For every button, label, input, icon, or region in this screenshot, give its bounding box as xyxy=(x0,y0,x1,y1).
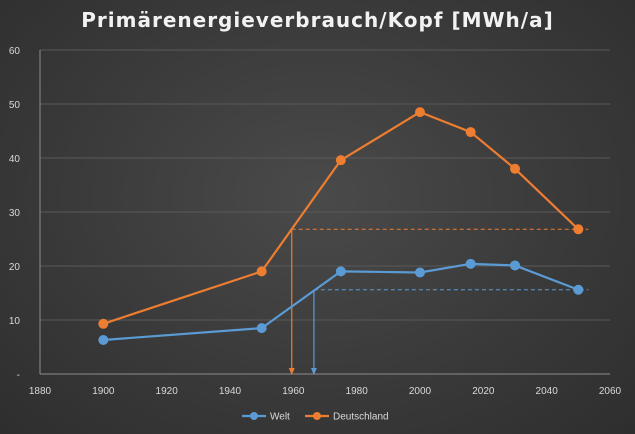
x-tick-label: 1920 xyxy=(156,386,179,397)
data-point-welt xyxy=(415,267,425,278)
x-tick-label: 2060 xyxy=(599,386,622,397)
y-tick-label: 60 xyxy=(9,46,21,57)
x-tick-label: 2020 xyxy=(472,386,495,397)
data-point-welt xyxy=(573,284,584,295)
y-tick-label: 10 xyxy=(9,316,21,327)
x-tick-label: 1940 xyxy=(219,386,242,397)
data-point-deutschland xyxy=(256,266,267,277)
data-point-deutschland xyxy=(335,155,346,166)
y-tick-label: 40 xyxy=(9,154,21,165)
y-tick-label: - xyxy=(17,370,20,381)
x-tick-label: 2000 xyxy=(409,386,432,397)
chart-title: Primärenergieverbrauch/Kopf [MWh/a] xyxy=(81,8,554,32)
data-point-welt xyxy=(465,258,476,269)
y-tick-label: 50 xyxy=(9,100,21,111)
y-tick-label: 30 xyxy=(9,208,21,219)
series-line-deutschland xyxy=(102,110,580,325)
data-point-deutschland xyxy=(573,224,584,235)
x-tick-label: 1980 xyxy=(346,386,369,397)
legend-marker-welt xyxy=(250,412,258,420)
x-tick-label: 1960 xyxy=(282,386,305,397)
legend-label-welt: Welt xyxy=(270,412,290,423)
legend-label-deutschland: Deutschland xyxy=(333,412,389,423)
x-tick-label: 1880 xyxy=(29,386,52,397)
data-point-deutschland xyxy=(510,163,520,174)
x-tick-label: 1900 xyxy=(92,386,115,397)
data-point-welt xyxy=(335,266,346,277)
data-point-welt xyxy=(98,334,109,345)
annotation-arrow-head xyxy=(288,368,295,375)
data-point-deutschland xyxy=(98,318,109,329)
data-point-welt xyxy=(256,323,267,334)
x-tick-label: 2040 xyxy=(536,386,559,397)
data-point-welt xyxy=(510,260,520,271)
data-point-deutschland xyxy=(465,127,476,138)
y-tick-label: 20 xyxy=(9,262,21,273)
annotation-arrow-head xyxy=(310,368,317,375)
data-point-deutschland xyxy=(415,107,425,118)
legend-marker-deutschland xyxy=(313,412,321,420)
